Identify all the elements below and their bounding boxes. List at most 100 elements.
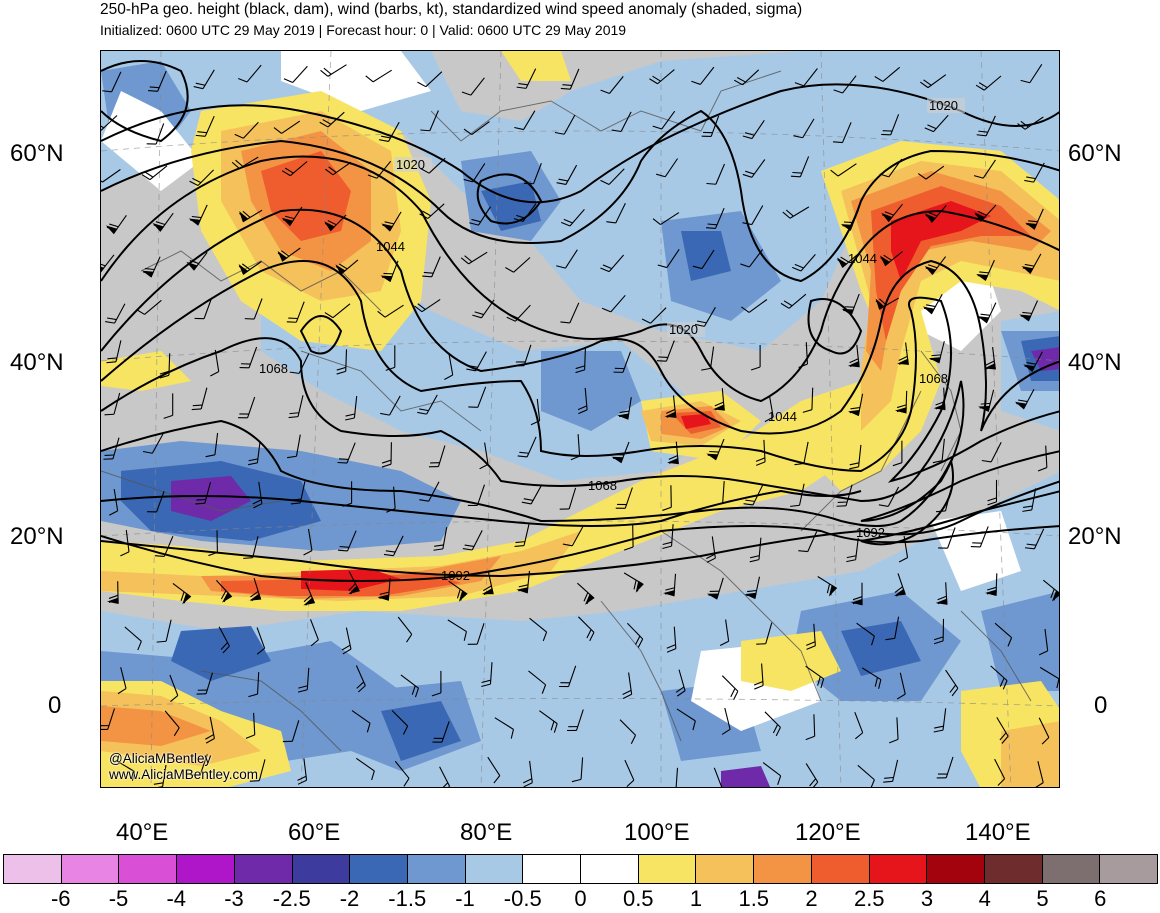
wind-barb <box>742 159 766 178</box>
wind-barb <box>248 672 260 698</box>
wind-barb <box>529 617 548 642</box>
wind-barb <box>675 669 686 697</box>
colorbar-cell <box>407 855 466 883</box>
wind-barb <box>836 484 853 507</box>
wind-barb <box>857 764 875 787</box>
height-contours <box>101 60 1059 582</box>
wind-barb <box>764 395 774 423</box>
wind-barb <box>817 576 838 597</box>
wind-barb <box>379 121 400 142</box>
wind-barb <box>215 580 233 603</box>
lon-label: 80°E <box>460 819 513 846</box>
wind-barb <box>623 572 644 593</box>
colorbar-cell <box>292 855 351 883</box>
wind-barb <box>115 759 135 781</box>
wind-barb <box>575 347 586 374</box>
wind-barb <box>1037 445 1048 472</box>
wind-barb <box>662 524 674 550</box>
wind-barb <box>675 767 679 787</box>
wind-barb <box>239 209 263 223</box>
wind-barb <box>444 353 454 380</box>
wind-barb <box>973 159 996 179</box>
wind-barb <box>1020 64 1043 84</box>
wind-barb <box>101 169 121 183</box>
wind-barb <box>105 214 127 235</box>
wind-barb <box>742 119 765 140</box>
wind-barb <box>104 392 121 416</box>
wind-barb <box>805 665 825 689</box>
wind-barb <box>805 763 819 787</box>
contour-label: 1020 <box>669 322 698 337</box>
wind-barb <box>840 209 860 231</box>
contour-label: 1044 <box>768 409 797 424</box>
wind-barb <box>516 570 531 594</box>
lon-label: 60°E <box>288 819 341 846</box>
wind-barb <box>841 293 860 316</box>
wind-barb <box>794 441 809 466</box>
wind-barb <box>641 307 667 324</box>
colorbar <box>3 854 1158 884</box>
wind-barb <box>380 260 399 283</box>
colorbar-tick-label: 4 <box>978 886 991 911</box>
wind-barb <box>218 626 230 654</box>
wind-barb <box>919 74 947 89</box>
contour-label: 1092 <box>441 568 470 583</box>
wind-barb <box>847 393 864 417</box>
colorbar-cell <box>984 855 1043 883</box>
wind-barb <box>981 442 1002 463</box>
wind-barb <box>706 163 726 185</box>
colorbar-tick-label: -0.5 <box>503 886 542 911</box>
wind-barb <box>662 485 672 511</box>
lat-label-right: 20°N <box>1068 523 1122 550</box>
contour-label: 1044 <box>848 251 877 266</box>
wind-barb <box>528 670 547 694</box>
wind-barb <box>338 530 357 552</box>
wind-barb <box>248 440 261 466</box>
wind-barb <box>652 110 676 130</box>
colorbar-tick-label: -3 <box>224 886 244 911</box>
credit-url: www.AliciaMBentley.com <box>109 767 259 782</box>
colorbar-cell <box>61 855 120 883</box>
colorbar-tick-label: 5 <box>1036 886 1049 911</box>
wind-barb <box>764 711 781 737</box>
wind-barb <box>196 672 214 695</box>
wind-barb <box>462 530 483 551</box>
wind-barb <box>141 165 168 181</box>
wind-barb <box>780 293 807 309</box>
wind-barb <box>985 573 998 596</box>
wind-barb <box>205 432 219 458</box>
wind-barb <box>141 256 161 278</box>
wind-barb <box>345 396 358 421</box>
wind-barb <box>833 122 852 144</box>
wind-barb <box>922 294 943 315</box>
wind-barb <box>195 115 215 137</box>
wind-barb <box>341 627 352 655</box>
wind-barb <box>977 302 997 324</box>
wind-barb <box>892 440 903 467</box>
wind-barb <box>337 442 356 464</box>
colorbar-cell <box>927 855 985 883</box>
wind-barb <box>794 68 818 87</box>
wind-barb <box>879 251 903 267</box>
wind-barb <box>142 433 164 454</box>
wind-barb <box>976 115 996 137</box>
wind-barb <box>433 527 448 551</box>
wind-barb <box>273 120 301 134</box>
colorbar-tick-label: -2 <box>339 886 360 911</box>
wind-barb <box>790 156 810 178</box>
wind-barb <box>108 489 119 516</box>
wind-barb <box>303 528 313 556</box>
wind-barb <box>365 69 392 83</box>
wind-barb <box>740 249 764 268</box>
wind-barb <box>106 581 119 604</box>
colorbar-tick-label: 1.5 <box>738 886 770 911</box>
wind-barb <box>1042 579 1059 602</box>
wind-barb <box>881 114 900 136</box>
wind-barb <box>152 212 174 232</box>
wind-barb <box>974 204 997 222</box>
wind-barb <box>990 665 1008 690</box>
wind-barb <box>281 161 308 177</box>
wind-barb <box>148 70 167 92</box>
wind-barb <box>611 441 630 464</box>
map-title: 250-hPa geo. height (black, dam), wind (… <box>100 1 803 18</box>
